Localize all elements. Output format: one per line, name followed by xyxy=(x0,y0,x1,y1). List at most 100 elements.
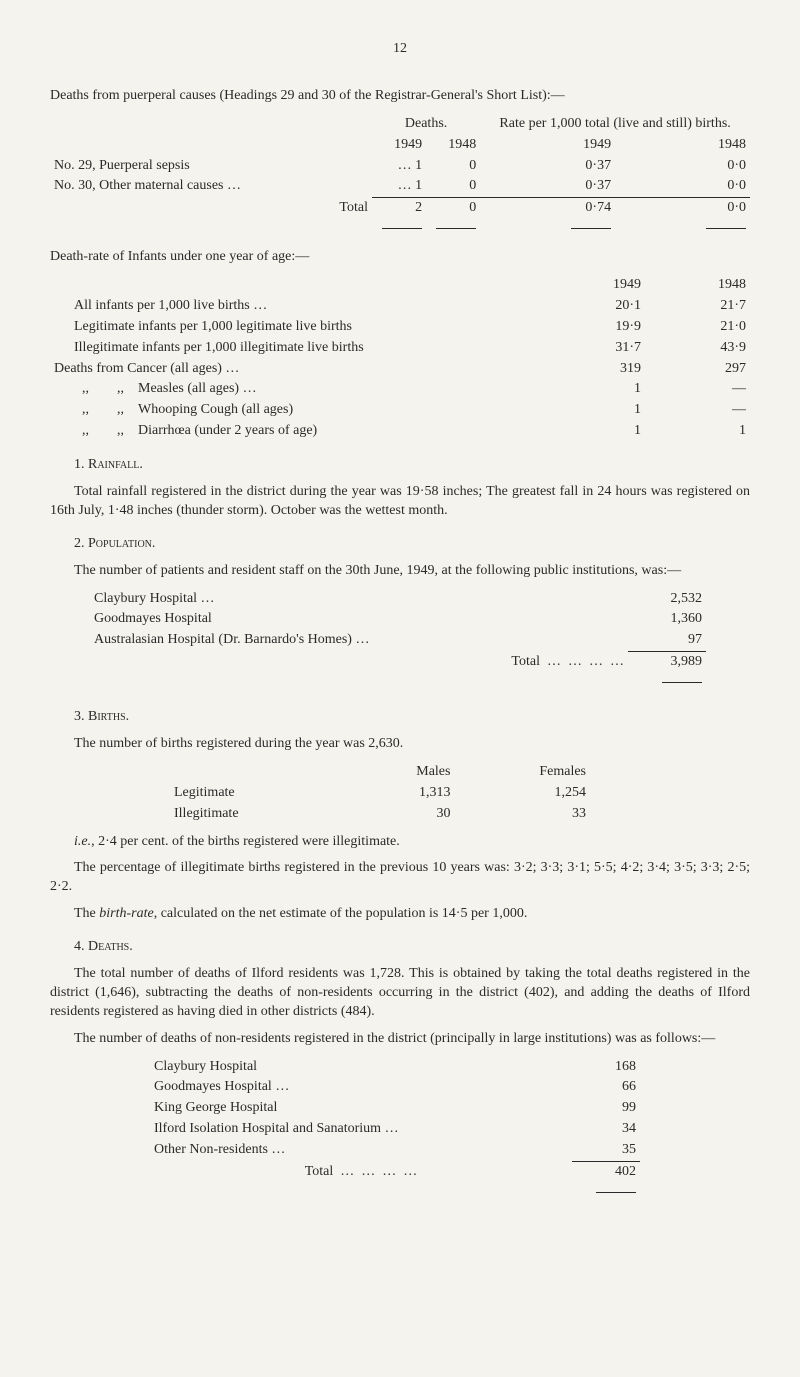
col-females: Females xyxy=(454,762,590,783)
table-row: All infants per 1,000 live births … 20·1… xyxy=(50,296,750,317)
puerperal-intro: Deaths from puerperal causes (Headings 2… xyxy=(50,87,750,106)
row-label: Goodmayes Hospital xyxy=(90,609,628,630)
cell: — xyxy=(645,400,750,421)
year-1948-b: 1948 xyxy=(615,135,750,156)
cell: 0 xyxy=(426,156,480,177)
cell: 31·7 xyxy=(540,338,645,359)
table-total-row: Total … … … … 402 xyxy=(150,1161,640,1182)
births-note1: i.e., 2·4 per cent. of the births regist… xyxy=(50,833,750,852)
row-label: Deaths from Cancer (all ages) … xyxy=(50,359,540,380)
row-label: All infants per 1,000 live births … xyxy=(50,296,540,317)
col-rate: Rate per 1,000 total (live and still) bi… xyxy=(480,114,750,135)
row-label: King George Hospital xyxy=(150,1098,572,1119)
cell: 297 xyxy=(645,359,750,380)
table-total-row: Total 2 0 0·74 0·0 xyxy=(50,198,750,219)
puerperal-deaths-table: Deaths. Rate per 1,000 total (live and s… xyxy=(50,114,750,240)
col-males: Males xyxy=(350,762,455,783)
births-note3: The birth-rate, calculated on the net es… xyxy=(50,905,750,924)
cell: 0 xyxy=(426,198,480,219)
cell: 0·37 xyxy=(480,156,615,177)
table-rule-row xyxy=(50,219,750,240)
cell: … 1 xyxy=(372,176,426,197)
total-label: Total xyxy=(50,198,372,219)
cell: 0·0 xyxy=(615,176,750,197)
note3b: , calculated on the net estimate of the … xyxy=(154,906,528,921)
cell: 97 xyxy=(628,630,706,651)
page-number: 12 xyxy=(50,40,750,59)
cell: 20·1 xyxy=(540,296,645,317)
cell: 34 xyxy=(572,1119,640,1140)
row-label: Goodmayes Hospital … xyxy=(150,1077,572,1098)
births-table: Males Females Legitimate 1,313 1,254 Ill… xyxy=(170,762,590,825)
cell: 2 xyxy=(372,198,426,219)
rainfall-body: Total rainfall registered in the distric… xyxy=(50,483,750,521)
table-header-row: Males Females xyxy=(170,762,590,783)
row-label: Legitimate xyxy=(170,783,350,804)
cell: 19·9 xyxy=(540,317,645,338)
birth-rate-italic: birth-rate xyxy=(99,906,153,921)
table-row: ,, ,, Measles (all ages) … 1 — xyxy=(50,379,750,400)
table-row: Illegitimate infants per 1,000 illegitim… xyxy=(50,338,750,359)
deaths-heading: 4. Deaths. xyxy=(50,938,750,957)
row-label: Illegitimate infants per 1,000 illegitim… xyxy=(50,338,540,359)
ie-italic: i.e. xyxy=(74,834,91,849)
year-1949: 1949 xyxy=(540,275,645,296)
table-row: Legitimate infants per 1,000 legitimate … xyxy=(50,317,750,338)
cell: 3,989 xyxy=(628,652,706,673)
cell: 99 xyxy=(572,1098,640,1119)
table-row: Goodmayes Hospital … 66 xyxy=(150,1077,640,1098)
deaths-p1: The total number of deaths of Ilford res… xyxy=(50,965,750,1022)
cell: 21·0 xyxy=(645,317,750,338)
population-table: Claybury Hospital … 2,532 Goodmayes Hosp… xyxy=(90,589,706,694)
table-row: Other Non-residents … 35 xyxy=(150,1140,640,1161)
row-label: Legitimate infants per 1,000 legitimate … xyxy=(50,317,540,338)
row-label: No. 29, Puerperal sepsis xyxy=(50,156,372,177)
cell: 1 xyxy=(540,421,645,442)
year-1949-b: 1949 xyxy=(480,135,615,156)
row-label: ,, ,, Whooping Cough (all ages) xyxy=(50,400,540,421)
year-1949-a: 1949 xyxy=(372,135,426,156)
row-label: Claybury Hospital … xyxy=(90,589,628,610)
cell: 0 xyxy=(426,176,480,197)
cell: 1 xyxy=(540,379,645,400)
row-label: Ilford Isolation Hospital and Sanatorium… xyxy=(150,1119,572,1140)
year-1948-a: 1948 xyxy=(426,135,480,156)
row-label: Australasian Hospital (Dr. Barnardo's Ho… xyxy=(90,630,628,651)
table-row: Deaths from Cancer (all ages) … 319 297 xyxy=(50,359,750,380)
cell: 1 xyxy=(540,400,645,421)
cell: 0·0 xyxy=(615,156,750,177)
total-label: Total … … … … xyxy=(90,652,628,673)
table-total-row: Total … … … … 3,989 xyxy=(90,652,706,673)
table-row: Goodmayes Hospital 1,360 xyxy=(90,609,706,630)
cell: — xyxy=(645,379,750,400)
cell: 30 xyxy=(350,804,455,825)
population-heading: 2. Population. xyxy=(50,535,750,554)
births-heading: 3. Births. xyxy=(50,708,750,727)
row-label: Other Non-residents … xyxy=(150,1140,572,1161)
table-row: Claybury Hospital 168 xyxy=(150,1057,640,1078)
table-row: ,, ,, Diarrhœa (under 2 years of age) 1 … xyxy=(50,421,750,442)
note1-text: , 2·4 per cent. of the births registered… xyxy=(91,834,400,849)
table-rule-row xyxy=(150,1183,640,1204)
cell: 0·74 xyxy=(480,198,615,219)
cell: 0·37 xyxy=(480,176,615,197)
table-row: No. 29, Puerperal sepsis … 1 0 0·37 0·0 xyxy=(50,156,750,177)
cell: 168 xyxy=(572,1057,640,1078)
cell: 1,360 xyxy=(628,609,706,630)
cell: 2,532 xyxy=(628,589,706,610)
births-line1: The number of births registered during t… xyxy=(50,735,750,754)
births-note2: The percentage of illegitimate births re… xyxy=(50,859,750,897)
year-1948: 1948 xyxy=(645,275,750,296)
total-label: Total … … … … xyxy=(150,1161,572,1182)
cell: 1 xyxy=(645,421,750,442)
table-row: Illegitimate 30 33 xyxy=(170,804,590,825)
table-row: King George Hospital 99 xyxy=(150,1098,640,1119)
note3a: The xyxy=(74,906,99,921)
table-row: ,, ,, Whooping Cough (all ages) 1 — xyxy=(50,400,750,421)
cell: 1,313 xyxy=(350,783,455,804)
table-year-row: 1949 1948 xyxy=(50,275,750,296)
row-label: ,, ,, Diarrhœa (under 2 years of age) xyxy=(50,421,540,442)
cell: 66 xyxy=(572,1077,640,1098)
cell: 43·9 xyxy=(645,338,750,359)
row-label: No. 30, Other maternal causes … xyxy=(50,176,372,197)
